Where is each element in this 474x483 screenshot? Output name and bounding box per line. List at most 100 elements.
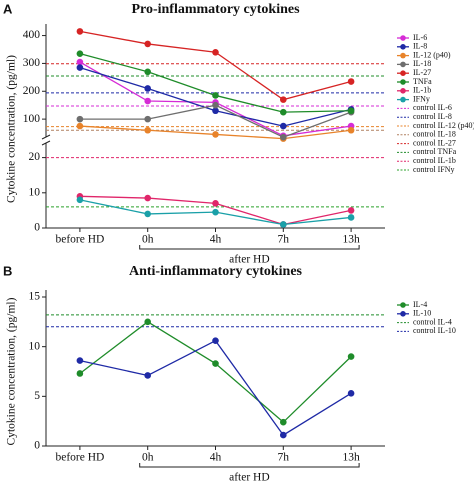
legend-label: TNFa xyxy=(413,77,432,86)
group-bracket xyxy=(139,245,360,250)
y-tick-label: 400 xyxy=(23,29,41,41)
data-point xyxy=(144,68,151,76)
legend-label: control IL-6 xyxy=(413,103,452,112)
legend-label: control IL-27 xyxy=(413,138,456,147)
data-point xyxy=(144,115,151,123)
x-tick-label: 13h xyxy=(342,452,360,464)
legend-label: control TNFa xyxy=(413,147,457,156)
data-point xyxy=(212,200,219,207)
data-point xyxy=(280,418,287,426)
axis-break xyxy=(41,134,51,140)
legend-label: control IL-4 xyxy=(413,317,452,326)
legend-label: IL-27 xyxy=(413,68,431,77)
data-point xyxy=(212,107,219,115)
data-point xyxy=(280,96,287,103)
legend-marker xyxy=(400,44,406,50)
y-tick-label: 10 xyxy=(29,186,41,198)
data-point xyxy=(76,64,84,71)
data-point xyxy=(76,115,84,123)
legend-label: IL-8 xyxy=(413,42,427,51)
data-point xyxy=(212,208,219,216)
data-point xyxy=(76,196,84,204)
x-tick-label: 0h xyxy=(142,452,154,464)
legend-marker xyxy=(400,61,406,68)
legend-label: IL-18 xyxy=(413,59,431,68)
data-point xyxy=(212,131,219,138)
legend-label: IL-10 xyxy=(413,309,431,318)
data-point xyxy=(76,122,84,130)
data-point xyxy=(212,360,219,367)
axis-break xyxy=(41,140,51,146)
data-point xyxy=(280,431,287,439)
group-label: after HD xyxy=(229,472,270,483)
legend-marker xyxy=(400,96,406,103)
y-tick-label: 5 xyxy=(34,390,40,402)
legend-marker xyxy=(400,88,406,94)
x-tick-label: 4h xyxy=(210,452,222,464)
data-point xyxy=(347,207,355,214)
panel-label: A xyxy=(3,1,13,16)
data-point xyxy=(144,194,151,202)
y-tick-label: 200 xyxy=(23,85,41,97)
data-point xyxy=(347,390,355,397)
data-point xyxy=(144,210,151,218)
y-tick-label: 0 xyxy=(34,440,40,452)
data-point xyxy=(144,40,151,48)
data-point xyxy=(144,372,151,379)
x-tick-label: 13h xyxy=(342,234,360,246)
data-point xyxy=(76,28,84,35)
group-bracket xyxy=(139,463,360,468)
chart-title: Pro-inflammatory cytokines xyxy=(131,2,300,17)
series-line xyxy=(79,30,352,101)
y-tick-label: 20 xyxy=(29,151,41,163)
data-point xyxy=(212,48,219,56)
y-tick-label: 15 xyxy=(29,291,41,303)
legend-label: IL-6 xyxy=(413,33,427,42)
data-point xyxy=(347,214,355,221)
data-point xyxy=(144,97,151,105)
data-point xyxy=(144,126,151,134)
data-point xyxy=(347,78,355,85)
group-label: after HD xyxy=(229,254,270,266)
y-axis-title: Cytokine concentration, (pg/ml) xyxy=(6,297,18,445)
legend-label: control IL-18 xyxy=(413,130,456,139)
legend-marker xyxy=(400,79,406,85)
legend-marker xyxy=(400,311,406,317)
y-tick-label: 0 xyxy=(34,222,40,234)
x-tick-label: 7h xyxy=(278,452,290,464)
legend-marker xyxy=(400,302,406,308)
data-point xyxy=(76,357,84,364)
data-point xyxy=(144,318,151,326)
y-axis-title: Cytokine concentration, (pg/ml) xyxy=(6,55,18,203)
legend-label: control IFNy xyxy=(413,165,455,174)
data-point xyxy=(280,133,287,141)
data-point xyxy=(347,126,355,134)
panel-label: B xyxy=(3,263,12,278)
x-tick-label: 7h xyxy=(278,234,290,246)
y-tick-label: 100 xyxy=(23,113,41,125)
legend-label: IL-1b xyxy=(413,86,431,95)
chart-title: Anti-inflammatory cytokines xyxy=(129,264,303,279)
data-point xyxy=(144,85,151,92)
data-point xyxy=(212,337,219,345)
data-point xyxy=(212,101,219,109)
data-point xyxy=(280,108,287,116)
data-point xyxy=(280,122,287,130)
legend-label: IL-4 xyxy=(413,300,427,309)
x-tick-label: before HD xyxy=(55,234,104,246)
legend-label: control IL-10 xyxy=(413,326,456,335)
series-line xyxy=(79,321,352,424)
data-point xyxy=(347,353,355,360)
x-tick-label: before HD xyxy=(55,452,104,464)
y-tick-label: 10 xyxy=(29,340,41,352)
series-line xyxy=(79,61,352,137)
legend-label: control IL-8 xyxy=(413,112,452,121)
data-point xyxy=(76,50,84,57)
legend-marker xyxy=(400,35,406,41)
legend-label: IFNy xyxy=(413,94,430,103)
series-line xyxy=(79,339,352,436)
y-tick-label: 300 xyxy=(23,57,41,69)
legend-label: control IL-1b xyxy=(413,156,456,165)
legend-label: IL-12 (p40) xyxy=(413,50,451,59)
